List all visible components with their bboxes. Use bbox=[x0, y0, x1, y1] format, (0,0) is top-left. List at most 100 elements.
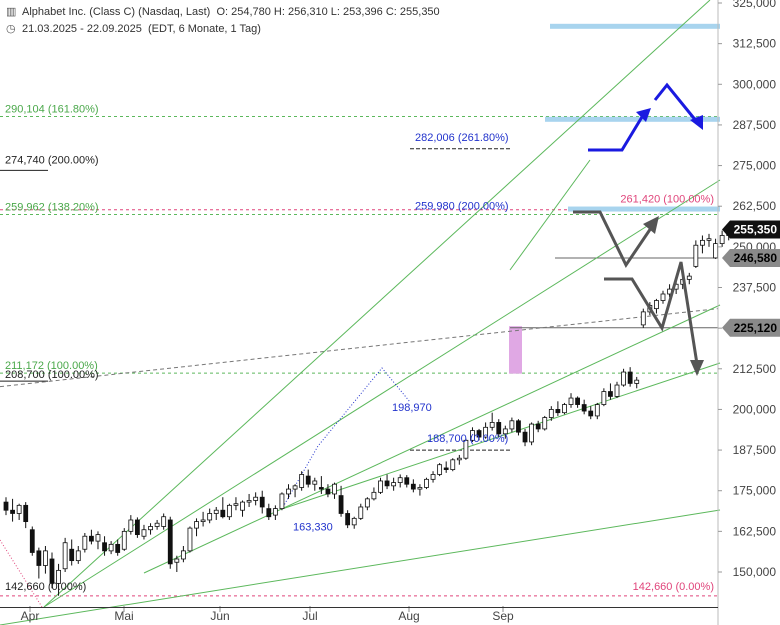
candle bbox=[410, 479, 416, 493]
candle bbox=[529, 422, 534, 446]
candle bbox=[404, 475, 410, 488]
candle-body bbox=[634, 379, 640, 384]
candle-body bbox=[437, 464, 443, 475]
y-tick-label: 275,000 bbox=[733, 159, 777, 173]
candle bbox=[200, 511, 206, 527]
level-label: 142,660 (0.00%) bbox=[5, 581, 86, 593]
candle bbox=[23, 502, 29, 529]
last-price-tag: 255,350 bbox=[722, 220, 780, 239]
candle bbox=[345, 510, 351, 529]
candle-body bbox=[49, 558, 55, 584]
candle-body bbox=[417, 487, 423, 490]
x-tick-label: Aug bbox=[398, 609, 419, 623]
candle bbox=[220, 497, 226, 519]
candle bbox=[272, 505, 278, 520]
x-tick-label: Jul bbox=[302, 609, 317, 623]
candle bbox=[706, 233, 712, 247]
candle bbox=[213, 506, 219, 520]
candle bbox=[226, 503, 232, 520]
candle bbox=[516, 419, 521, 436]
candle-body bbox=[246, 500, 252, 503]
candle-body bbox=[167, 519, 173, 565]
header-line-1: ▥ Alphabet Inc. (Class C) (Nasdaq, Last) … bbox=[6, 5, 440, 18]
candle bbox=[3, 497, 9, 516]
y-tick-label: 287,500 bbox=[733, 118, 777, 132]
candle bbox=[299, 471, 305, 491]
resistance-zone bbox=[550, 23, 720, 29]
candle bbox=[16, 503, 22, 520]
candlesticks bbox=[3, 226, 738, 596]
candle bbox=[29, 526, 35, 556]
candle-body bbox=[391, 482, 397, 487]
fan-trend-line bbox=[281, 362, 721, 510]
candle-body bbox=[351, 517, 357, 526]
candle-body bbox=[325, 488, 331, 495]
candle-body bbox=[608, 391, 613, 397]
scenario-arrow-path bbox=[604, 261, 699, 365]
candle bbox=[430, 471, 436, 483]
candle-body bbox=[56, 569, 61, 584]
candle bbox=[378, 477, 383, 494]
candle bbox=[292, 484, 298, 498]
x-tick-label: Mai bbox=[114, 609, 133, 623]
y-tick-label: 262,500 bbox=[733, 199, 777, 213]
candle bbox=[496, 419, 502, 438]
candle-body bbox=[89, 535, 94, 542]
candle-body bbox=[496, 422, 502, 435]
candle-body bbox=[627, 371, 633, 384]
candle-body bbox=[706, 238, 712, 241]
level-label: 259,962 (138.20%) bbox=[5, 201, 99, 213]
candle-body bbox=[378, 480, 383, 493]
candle bbox=[332, 482, 337, 499]
candle-body bbox=[213, 509, 219, 514]
candle-body bbox=[410, 483, 416, 490]
instrument-title: Alphabet Inc. (Class C) (Nasdaq, Last) bbox=[22, 6, 211, 18]
candle-body bbox=[95, 534, 101, 542]
level-label: 208,700 (100.00%) bbox=[5, 369, 99, 381]
y-tick-label: 237,500 bbox=[733, 281, 777, 295]
candle-body bbox=[266, 508, 272, 518]
candle-body bbox=[194, 521, 199, 529]
candle-body bbox=[693, 244, 699, 267]
candle-body bbox=[535, 423, 541, 430]
candle-body bbox=[272, 508, 278, 516]
candle bbox=[62, 537, 68, 572]
scenario-arrow-path bbox=[573, 210, 653, 268]
x-axis: Apr Mai Jun Jul Aug Sep bbox=[0, 606, 718, 623]
candle-body bbox=[502, 428, 508, 435]
level-label: 198,970 bbox=[392, 402, 432, 414]
candle bbox=[397, 474, 403, 488]
candle-body bbox=[443, 467, 449, 470]
candle-body bbox=[62, 542, 68, 570]
candle bbox=[121, 528, 127, 551]
candle-body bbox=[621, 371, 626, 386]
candle bbox=[522, 428, 528, 447]
candle-body bbox=[719, 235, 725, 245]
candle bbox=[325, 484, 331, 498]
candle-body bbox=[338, 495, 344, 514]
y-axis: 325,000 312,500 300,000 287,500 275,000 262,5… bbox=[717, 0, 780, 625]
candle bbox=[56, 563, 61, 596]
projection-arrows bbox=[573, 82, 704, 376]
candle bbox=[82, 532, 88, 553]
candle-body bbox=[226, 504, 232, 518]
candle-body bbox=[187, 527, 193, 552]
candle bbox=[187, 526, 193, 553]
candle bbox=[443, 461, 449, 473]
candle-body bbox=[279, 493, 285, 509]
price-tag-bg bbox=[722, 318, 780, 337]
candle bbox=[502, 425, 508, 439]
candle bbox=[148, 523, 153, 535]
candle bbox=[154, 519, 160, 530]
candle-body bbox=[16, 504, 22, 514]
clock-icon: ◷ bbox=[6, 23, 16, 35]
candle bbox=[318, 476, 324, 494]
candle bbox=[10, 498, 15, 522]
candle bbox=[253, 492, 259, 506]
candle-body bbox=[516, 420, 521, 433]
level-labels: 290,104 (161.80%) 274,740 (200.00%) 259,96… bbox=[5, 103, 714, 592]
candle bbox=[286, 484, 291, 499]
candle-body bbox=[292, 485, 298, 490]
candle-body bbox=[660, 293, 666, 301]
